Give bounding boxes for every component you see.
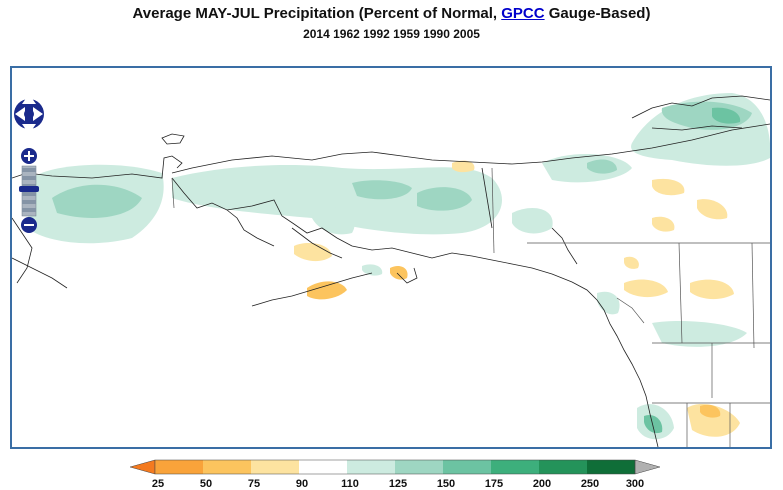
wet-area [52,184,142,218]
anomaly-shading [27,93,770,440]
wet-area [644,414,663,434]
zoom-in-icon[interactable] [21,148,37,164]
wet-area [312,206,355,235]
legend-label: 90 [296,478,308,490]
legend-swatch [539,460,587,474]
zoom-slider[interactable] [19,165,39,217]
legend-arrow-low [130,459,156,475]
wet-area [587,159,617,174]
legend-arrow-high [634,459,661,475]
pan-arrows-icon[interactable] [14,94,44,134]
dry-area [624,256,639,269]
legend-swatch [491,460,539,474]
legend-swatch [251,460,299,474]
legend-label: 50 [200,478,212,490]
wet-area [712,107,741,124]
map-viewport[interactable] [10,66,772,449]
legend-label: 250 [581,478,599,490]
dry-area [452,160,475,173]
wet-area [362,264,383,276]
dry-area [294,243,332,262]
legend-label: 125 [389,478,407,490]
title-prefix: Average MAY-JUL Precipitation (Percent o… [132,5,502,22]
analog-years: 2014 1962 1992 1959 1990 2005 [303,27,480,41]
legend-label: 150 [437,478,455,490]
legend-swatch [347,460,395,474]
wet-area [597,291,620,315]
dry-area [700,404,721,418]
map-title: Average MAY-JUL Precipitation (Percent o… [0,5,783,22]
dry-area [697,199,728,220]
legend-swatch [443,460,491,474]
wet-area [352,180,412,200]
legend-label: 25 [152,478,164,490]
legend-label: 175 [485,478,503,490]
legend-swatch [155,460,203,474]
legend-swatch [395,460,443,474]
zoom-out-icon[interactable] [21,217,37,233]
legend-label: 110 [341,478,359,490]
dry-area [690,279,734,300]
dry-area [652,216,675,232]
wet-area [512,208,553,234]
wet-area [172,165,502,235]
color-legend: 25 50 75 90 110 125 150 175 200 250 300 [130,459,661,490]
legend-swatch [587,460,635,474]
precip-map [12,93,770,447]
wet-area [652,321,747,347]
legend-label: 200 [533,478,551,490]
wet-area [417,187,472,211]
dry-area [624,279,668,298]
dry-area [652,178,685,196]
dry-area [307,281,347,300]
boundaries [171,167,770,447]
legend-label: 300 [626,478,644,490]
legend-label: 75 [248,478,260,490]
title-suffix: Gauge-Based) [544,5,651,22]
map-navigation[interactable] [12,88,46,238]
gpcc-link[interactable]: GPCC [501,5,545,22]
dry-area [390,266,408,280]
wet-area [542,153,632,183]
legend-swatch [203,460,251,474]
legend-swatch [299,460,347,474]
coastlines [12,95,770,447]
